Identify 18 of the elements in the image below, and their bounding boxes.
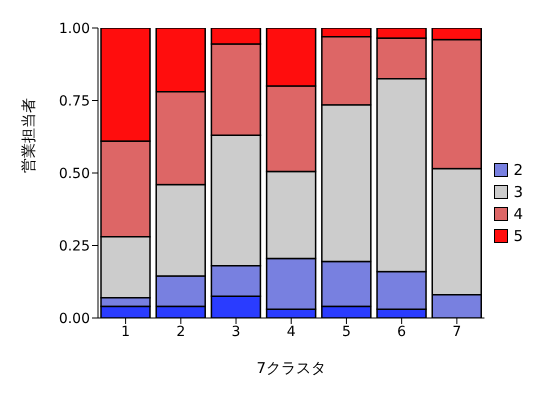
y-tick-label: 1.00 <box>58 20 90 37</box>
legend-label: 3 <box>513 183 523 201</box>
y-tick-label: 0.25 <box>58 238 90 254</box>
x-tick-label: 2 <box>176 324 186 340</box>
legend-label: 2 <box>513 161 523 179</box>
x-tick-label: 7 <box>452 324 462 340</box>
y-tick-label: 0.00 <box>58 310 90 327</box>
x-tick-label: 5 <box>342 324 351 340</box>
x-axis-title: 7クラスタ <box>256 359 326 377</box>
x-tick-label: 1 <box>121 324 130 340</box>
y-tick-label: 0.75 <box>58 93 90 110</box>
y-axis-title: 営業担当者 <box>19 98 38 173</box>
x-tick-label: 6 <box>397 324 406 340</box>
x-tick-label: 3 <box>232 324 240 340</box>
legend-label: 5 <box>513 227 523 245</box>
y-tick-label: 0.50 <box>58 166 90 182</box>
x-tick-label: 4 <box>286 324 296 340</box>
legend-label: 4 <box>513 205 523 223</box>
